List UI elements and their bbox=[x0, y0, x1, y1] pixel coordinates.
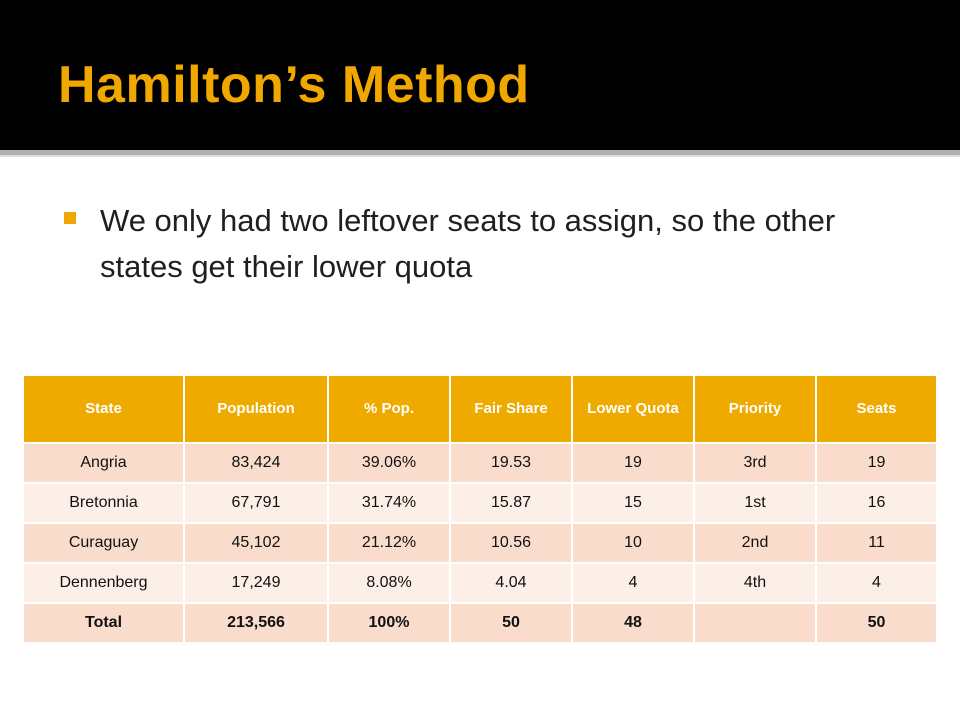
cell-seats: 11 bbox=[816, 522, 936, 563]
title-divider bbox=[0, 150, 960, 155]
square-bullet-icon bbox=[64, 212, 76, 224]
table-header-row: State Population % Pop. Fair Share Lower… bbox=[24, 376, 936, 443]
cell-priority: 2nd bbox=[694, 522, 817, 563]
cell-priority: 1st bbox=[694, 482, 817, 523]
table-row: Bretonnia 67,791 31.74% 15.87 15 1st 16 bbox=[24, 482, 936, 523]
table-row: Angria 83,424 39.06% 19.53 19 3rd 19 bbox=[24, 442, 936, 483]
table-row: Curaguay 45,102 21.12% 10.56 10 2nd 11 bbox=[24, 522, 936, 563]
header-priority: Priority bbox=[694, 376, 817, 443]
cell-seats: 16 bbox=[816, 482, 936, 523]
header-state: State bbox=[24, 376, 185, 443]
cell-percent-pop: 31.74% bbox=[328, 482, 451, 523]
cell-state: Dennenberg bbox=[24, 562, 185, 603]
cell-percent-pop: 8.08% bbox=[328, 562, 451, 603]
bullet-text: We only had two leftover seats to assign… bbox=[100, 203, 836, 284]
cell-lower-quota: 10 bbox=[572, 522, 695, 563]
cell-seats: 19 bbox=[816, 442, 936, 483]
total-label: Total bbox=[24, 602, 185, 642]
header-seats: Seats bbox=[816, 376, 936, 443]
slide-title: Hamilton’s Method bbox=[58, 56, 530, 114]
bullet-item: We only had two leftover seats to assign… bbox=[64, 198, 924, 290]
cell-fair-share: 10.56 bbox=[450, 522, 573, 563]
cell-population: 83,424 bbox=[184, 442, 329, 483]
cell-fair-share: 19.53 bbox=[450, 442, 573, 483]
cell-state: Curaguay bbox=[24, 522, 185, 563]
cell-state: Angria bbox=[24, 442, 185, 483]
cell-lower-quota: 15 bbox=[572, 482, 695, 523]
cell-population: 45,102 bbox=[184, 522, 329, 563]
total-percent-pop: 100% bbox=[328, 602, 451, 642]
header-population: Population bbox=[184, 376, 329, 443]
cell-population: 67,791 bbox=[184, 482, 329, 523]
cell-lower-quota: 19 bbox=[572, 442, 695, 483]
cell-priority: 4th bbox=[694, 562, 817, 603]
cell-seats: 4 bbox=[816, 562, 936, 603]
title-divider-light bbox=[0, 155, 960, 157]
apportionment-table: State Population % Pop. Fair Share Lower… bbox=[24, 376, 936, 642]
cell-population: 17,249 bbox=[184, 562, 329, 603]
header-lower-quota: Lower Quota bbox=[572, 376, 695, 443]
table-total-row: Total 213,566 100% 50 48 50 bbox=[24, 602, 936, 642]
header-percent-pop: % Pop. bbox=[328, 376, 451, 443]
cell-lower-quota: 4 bbox=[572, 562, 695, 603]
total-fair-share: 50 bbox=[450, 602, 573, 642]
total-lower-quota: 48 bbox=[572, 602, 695, 642]
header-fair-share: Fair Share bbox=[450, 376, 573, 443]
cell-percent-pop: 21.12% bbox=[328, 522, 451, 563]
cell-priority: 3rd bbox=[694, 442, 817, 483]
cell-fair-share: 15.87 bbox=[450, 482, 573, 523]
cell-fair-share: 4.04 bbox=[450, 562, 573, 603]
cell-percent-pop: 39.06% bbox=[328, 442, 451, 483]
total-population: 213,566 bbox=[184, 602, 329, 642]
table-row: Dennenberg 17,249 8.08% 4.04 4 4th 4 bbox=[24, 562, 936, 603]
title-bar: Hamilton’s Method bbox=[0, 0, 960, 150]
total-seats: 50 bbox=[816, 602, 936, 642]
total-priority bbox=[694, 602, 817, 642]
cell-state: Bretonnia bbox=[24, 482, 185, 523]
